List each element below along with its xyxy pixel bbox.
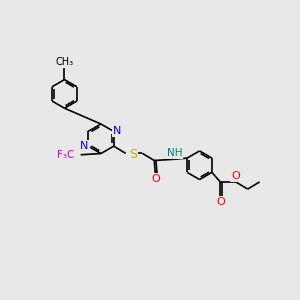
Text: NH: NH [167, 148, 182, 158]
Text: N: N [113, 126, 122, 136]
Text: CH₃: CH₃ [56, 58, 74, 68]
Text: O: O [216, 196, 225, 207]
Text: O: O [151, 174, 160, 184]
Text: S: S [129, 148, 137, 161]
Text: O: O [231, 171, 240, 181]
Text: F₃C: F₃C [57, 150, 74, 160]
Text: N: N [80, 141, 89, 151]
